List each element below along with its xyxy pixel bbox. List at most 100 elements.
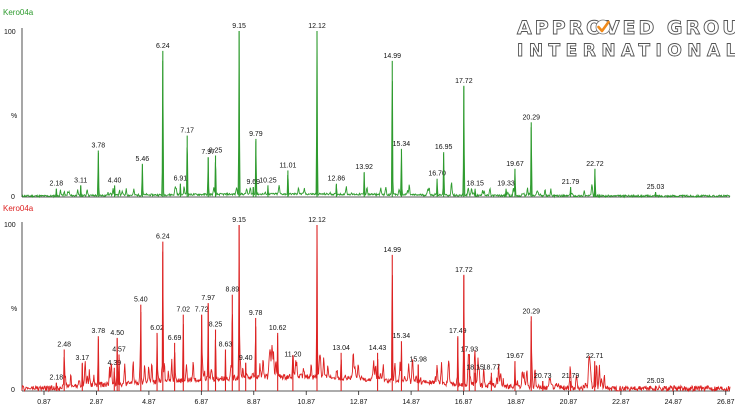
top-y-tick-min: 0 [11,194,15,201]
x-tick-label: 6.87 [195,399,209,406]
peak-label: 15.34 [393,141,411,148]
peak-label: 9.69 [246,179,260,186]
bottom-trace-layer [21,225,731,393]
peak-label: 17.93 [461,346,479,353]
peak-label: 25.03 [647,184,665,191]
x-tick-label: 24.87 [665,399,683,406]
peak-label: 19.67 [506,161,524,168]
peak-label: 15.98 [409,356,427,363]
peak-label: 18.15 [466,181,484,188]
peak-label: 7.97 [201,149,215,156]
peak-label: 3.78 [91,328,105,335]
x-tick-label: 8.87 [247,399,261,406]
peak-label: 5.46 [136,156,150,163]
peak-label: 7.97 [201,295,215,302]
peak-label: 6.24 [156,234,170,241]
peak-label: 20.29 [522,114,540,121]
peak-label: 22.72 [586,161,604,168]
check-mark-icon [595,19,611,35]
peak-label: 8.89 [225,287,239,294]
peak-label: 21.79 [562,179,580,186]
peak-label: 5.40 [134,297,148,304]
peak-label: 4.50 [110,330,124,337]
bottom-y-tick-min: 0 [11,387,15,394]
peak-label: 20.29 [522,308,540,315]
top-peak-labels: 2.18 3.11 3.78 4.40 5.46 6.24 6.91 7.17 7.978.25… [50,23,665,197]
bottom-y-tick-max: 100 [4,222,16,229]
peak-label: 16.95 [435,144,453,151]
bottom-y-axis-label: % [11,306,17,313]
x-tick-label: 4.87 [142,399,156,406]
peak-label: 14.43 [369,345,387,352]
bottom-trace-name: Kero04a [3,204,34,213]
bottom-chromatogram-panel: Kero04a 100 % 0 2.18 2.48 3.17 3.78 4.39 4.50… [3,204,735,406]
peak-label: 4.40 [108,177,122,184]
peak-label: 2.48 [57,342,71,349]
peak-label: 2.18 [50,375,64,382]
top-chromatogram-panel: Kero04a 100 % 0 2.18 3.11 3.78 4.40 5.46 6.24… [3,8,731,201]
peak-label: 13.04 [332,345,350,352]
peak-label: 17.49 [449,328,467,335]
peak-label: 19.67 [506,353,524,360]
top-y-tick-max: 100 [4,29,16,36]
x-tick-label: 12.87 [350,399,368,406]
peak-label: 9.15 [232,217,246,224]
peak-label: 11.01 [279,162,296,169]
top-y-axis-label: % [11,113,17,120]
approved-group-international-logo: APPROVED GROUP INTERNATIONAL [517,17,735,62]
peak-label: 12.12 [308,23,326,30]
peak-label: 19.33 [497,181,515,188]
peak-label: 6.02 [150,325,164,332]
x-tick-label: 16.87 [455,399,473,406]
chromatogram-trace-line [21,225,731,393]
x-tick-label: 26.87 [717,399,735,406]
top-trace-layer [21,31,731,199]
peak-label: 12.12 [308,217,326,224]
peak-label: 9.40 [239,355,253,362]
peak-label: 10.25 [259,177,277,184]
x-tick-label: 20.87 [560,399,578,406]
peak-label: 18.15 [466,365,484,372]
bottom-x-ticks: 0.87 2.87 4.87 6.87 8.87 10.87 12.87 14.87 16.87… [37,391,735,406]
logo-line-1: APPROVED GROUP [517,17,735,39]
peak-label: 14.99 [383,53,401,60]
peak-label: 16.70 [428,171,446,178]
chromatogram-trace-line [21,31,731,199]
peak-label: 7.17 [180,128,194,135]
x-tick-label: 14.87 [402,399,420,406]
peak-label: 7.72 [195,307,209,314]
peak-label: 18.77 [483,365,501,372]
peak-label: 25.03 [647,378,665,385]
peak-label: 9.78 [249,310,263,317]
peak-label: 6.91 [174,176,188,183]
peak-label: 11.20 [284,351,301,358]
peak-label: 9.15 [232,23,246,30]
x-tick-label: 18.87 [507,399,525,406]
logo-line-2: INTERNATIONAL [517,41,735,61]
peak-label: 17.72 [455,267,473,274]
peak-label: 8.25 [209,148,223,155]
peak-label: 22.71 [586,353,604,360]
peak-label: 9.79 [249,131,263,138]
peak-label: 17.72 [455,78,473,85]
peak-label: 14.99 [383,247,401,254]
peak-label: 4.57 [112,346,126,353]
peak-label: 4.39 [107,360,121,367]
x-tick-label: 10.87 [297,399,315,406]
peak-label: 2.18 [50,181,64,188]
peak-label: 7.02 [176,307,190,314]
peak-label: 20.73 [534,373,552,380]
peak-label: 6.24 [156,43,170,50]
peak-label: 15.34 [393,333,411,340]
peak-label: 8.63 [219,342,233,349]
x-tick-label: 2.87 [90,399,104,406]
peak-label: 3.11 [74,177,87,184]
peak-label: 8.25 [209,322,223,329]
peak-label: 12.86 [328,176,346,183]
peak-label: 3.78 [91,143,105,150]
top-trace-name: Kero04a [3,8,34,17]
x-tick-label: 0.87 [37,399,51,406]
peak-label: 6.69 [168,335,182,342]
peak-label: 3.17 [75,355,89,362]
